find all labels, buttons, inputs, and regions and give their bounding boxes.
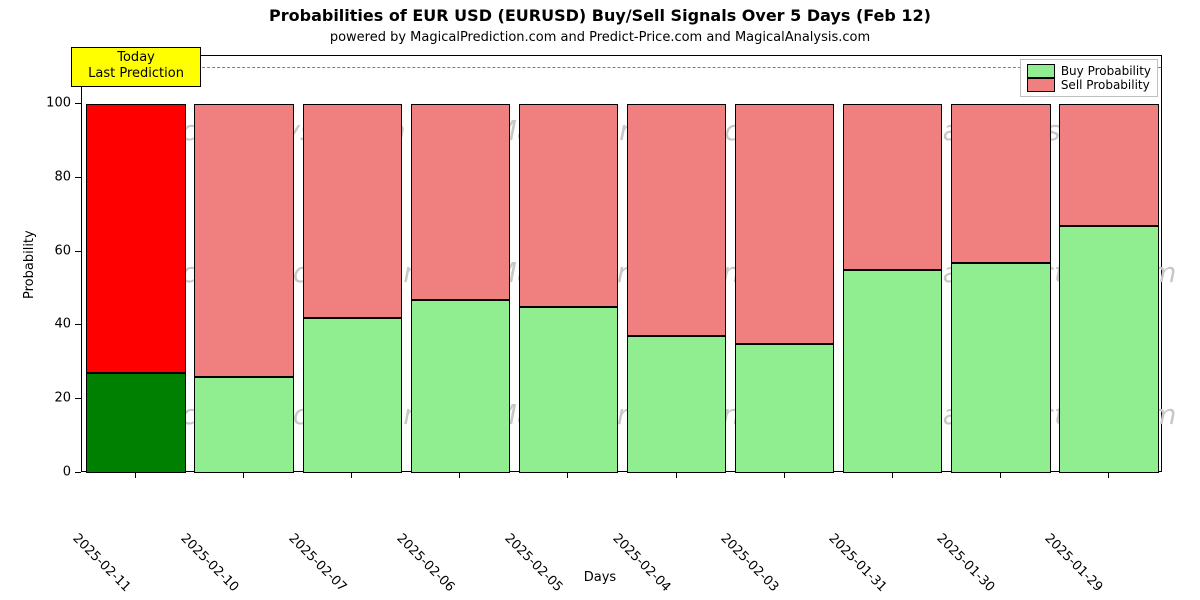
y-tick xyxy=(75,103,81,104)
y-tick-label: 80 xyxy=(0,169,71,184)
x-tick-label: 2025-01-29 xyxy=(1042,531,1106,595)
x-tick-label: 2025-02-07 xyxy=(285,531,349,595)
y-tick-label: 20 xyxy=(0,391,71,406)
y-tick xyxy=(75,251,81,252)
x-tick xyxy=(567,472,568,478)
figure: Probabilities of EUR USD (EURUSD) Buy/Se… xyxy=(0,0,1200,600)
chart-subtitle: powered by MagicalPrediction.com and Pre… xyxy=(0,30,1200,45)
legend-label: Buy Probability xyxy=(1061,64,1151,78)
reference-line xyxy=(82,67,1161,68)
x-tick xyxy=(892,472,893,478)
x-tick-label: 2025-02-06 xyxy=(393,531,457,595)
y-axis-label: Probability xyxy=(22,230,37,299)
chart-title: Probabilities of EUR USD (EURUSD) Buy/Se… xyxy=(0,6,1200,25)
bar-buy xyxy=(194,377,293,473)
x-tick xyxy=(676,472,677,478)
x-tick xyxy=(1000,472,1001,478)
x-tick-label: 2025-02-05 xyxy=(501,531,565,595)
y-tick xyxy=(75,398,81,399)
legend-item: Sell Probability xyxy=(1027,78,1151,92)
bar-buy xyxy=(86,373,185,473)
bar-sell xyxy=(303,104,402,318)
plot-area: MagicalAnalysis.comMagicalAnalysis.comMa… xyxy=(81,55,1162,472)
x-tick-label: 2025-02-03 xyxy=(718,531,782,595)
bar-sell xyxy=(519,104,618,307)
x-tick-label: 2025-01-30 xyxy=(934,531,998,595)
y-tick-label: 60 xyxy=(0,243,71,258)
y-tick-label: 0 xyxy=(0,465,71,480)
x-tick-label: 2025-02-04 xyxy=(609,531,673,595)
bar-buy xyxy=(411,300,510,473)
y-tick xyxy=(75,472,81,473)
legend-swatch xyxy=(1027,78,1055,92)
y-tick xyxy=(75,324,81,325)
bar-buy xyxy=(843,270,942,473)
today-annotation: TodayLast Prediction xyxy=(71,47,201,87)
bar-buy xyxy=(519,307,618,473)
x-tick-label: 2025-02-11 xyxy=(69,531,133,595)
today-annotation-line: Today xyxy=(72,50,200,66)
x-tick xyxy=(351,472,352,478)
x-tick xyxy=(459,472,460,478)
y-tick-label: 40 xyxy=(0,317,71,332)
bar-sell xyxy=(1059,104,1158,226)
x-tick xyxy=(243,472,244,478)
y-tick xyxy=(75,177,81,178)
bar-buy xyxy=(1059,226,1158,473)
legend-label: Sell Probability xyxy=(1061,78,1150,92)
legend: Buy ProbabilitySell Probability xyxy=(1020,59,1158,97)
bar-sell xyxy=(843,104,942,270)
legend-item: Buy Probability xyxy=(1027,64,1151,78)
bar-sell xyxy=(627,104,726,336)
x-tick xyxy=(135,472,136,478)
bar-sell xyxy=(411,104,510,300)
x-tick-label: 2025-02-10 xyxy=(177,531,241,595)
bar-buy xyxy=(627,336,726,473)
x-tick-label: 2025-01-31 xyxy=(826,531,890,595)
bar-sell xyxy=(194,104,293,377)
bar-buy xyxy=(303,318,402,473)
x-tick xyxy=(1108,472,1109,478)
x-tick xyxy=(784,472,785,478)
today-annotation-line: Last Prediction xyxy=(72,66,200,82)
bar-sell xyxy=(735,104,834,344)
bar-sell xyxy=(86,104,185,373)
legend-swatch xyxy=(1027,64,1055,78)
bar-sell xyxy=(951,104,1050,263)
x-axis-label: Days xyxy=(0,570,1200,585)
y-tick-label: 100 xyxy=(0,95,71,110)
bar-buy xyxy=(735,344,834,473)
bar-buy xyxy=(951,263,1050,473)
